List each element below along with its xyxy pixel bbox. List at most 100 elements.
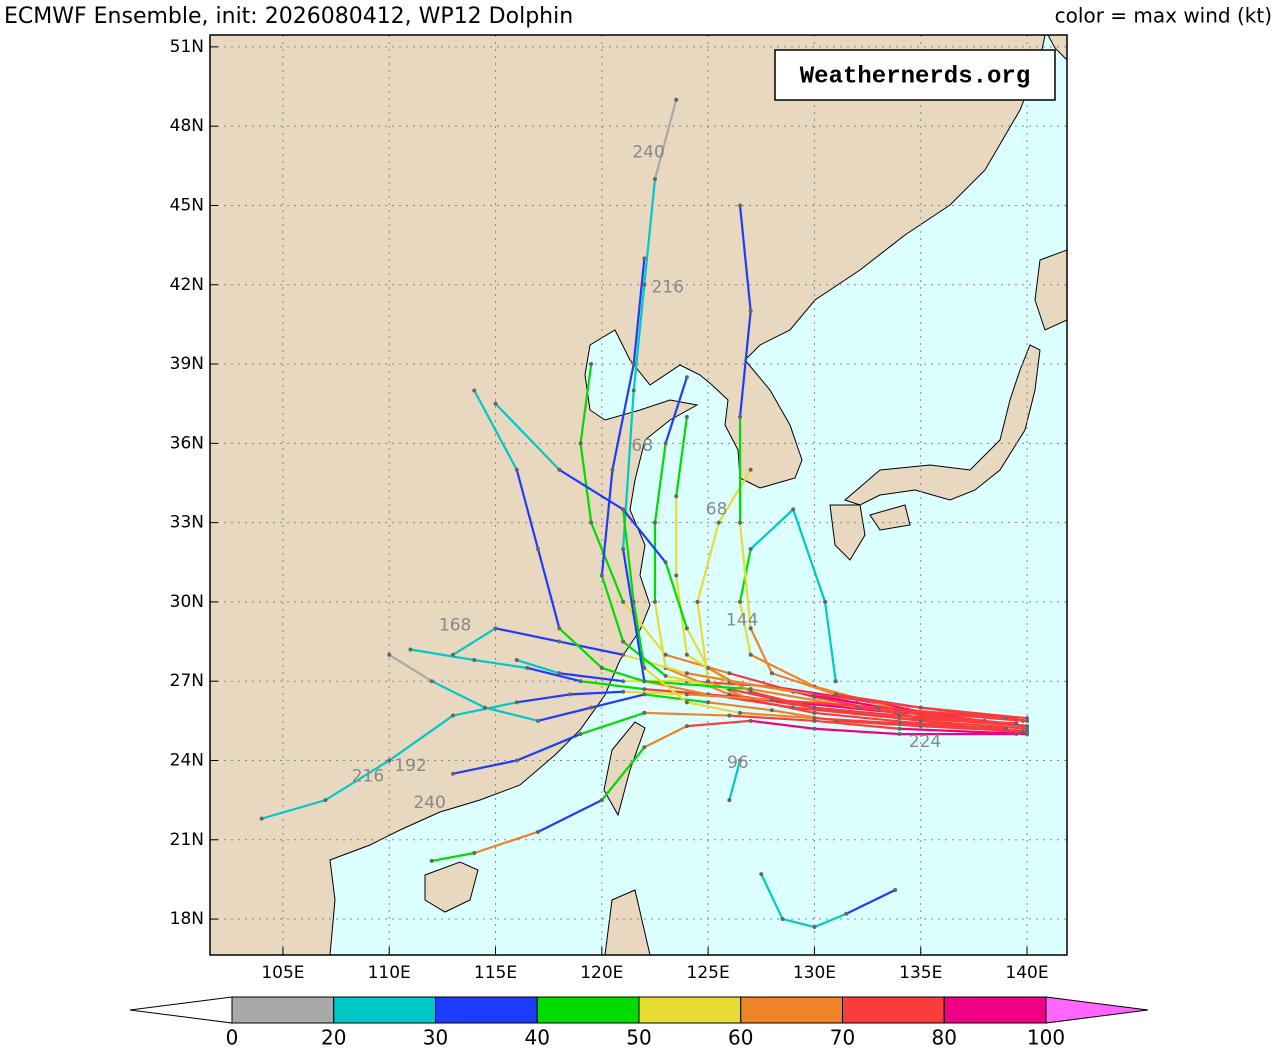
- track-segment: [632, 257, 646, 366]
- track-point: [791, 507, 796, 512]
- track-segment: [621, 640, 667, 678]
- track-point: [557, 626, 562, 631]
- y-tick-label: 30N: [170, 592, 204, 612]
- track-point: [684, 414, 689, 419]
- y-tick-label: 51N: [170, 37, 204, 57]
- track-point: [684, 724, 689, 729]
- track-point: [557, 671, 562, 676]
- track-segment: [813, 717, 901, 725]
- luzon: [604, 889, 651, 955]
- track-segment: [760, 873, 784, 921]
- track-point: [557, 639, 562, 644]
- track-segment: [855, 706, 986, 722]
- track-segment: [621, 508, 635, 604]
- track-segment: [717, 468, 752, 524]
- y-tick-label: 45N: [170, 195, 204, 215]
- track-point: [663, 441, 668, 446]
- track-point: [674, 97, 679, 102]
- track-point: [589, 705, 594, 710]
- track-point: [472, 658, 477, 663]
- track-segment: [749, 719, 816, 730]
- track-segment: [653, 600, 667, 670]
- track-segment: [515, 732, 582, 762]
- track-segment: [473, 830, 540, 855]
- track-segment: [515, 658, 561, 675]
- track-segment: [792, 508, 827, 604]
- track-segment: [473, 389, 518, 471]
- track-point: [812, 710, 817, 715]
- track-point: [812, 924, 817, 929]
- colorbar-label: 80: [932, 1026, 957, 1050]
- track-point: [876, 705, 881, 710]
- track-point: [791, 705, 796, 710]
- track-segment: [632, 600, 646, 670]
- colorbar-box: [231, 996, 335, 1024]
- track-segment: [526, 666, 582, 683]
- shikoku: [869, 504, 911, 531]
- track-point: [844, 911, 849, 916]
- track-segment: [813, 711, 922, 725]
- track-point: [1003, 726, 1008, 731]
- forecast-hour: 216: [652, 277, 684, 297]
- track-point: [823, 599, 828, 604]
- track-segment: [898, 722, 1007, 730]
- x-tick-label: 125E: [687, 963, 730, 983]
- track-segment: [749, 690, 816, 709]
- track-point: [759, 872, 764, 877]
- hainan: [424, 861, 479, 913]
- track-point: [652, 177, 657, 182]
- forecast-hour: 240: [413, 793, 445, 813]
- track-point: [674, 573, 679, 578]
- track-segment: [579, 442, 593, 524]
- track-segment: [728, 714, 816, 722]
- track-segment: [536, 547, 561, 630]
- track-point: [812, 705, 817, 710]
- track-segment: [643, 666, 688, 704]
- y-tick-label: 42N: [170, 275, 204, 295]
- track-point: [684, 626, 689, 631]
- track-point: [663, 560, 668, 565]
- track-point: [918, 705, 923, 710]
- track-point: [833, 679, 838, 684]
- track-point: [589, 520, 594, 525]
- track-segment: [451, 627, 497, 656]
- track-segment: [558, 640, 625, 656]
- track-point: [663, 652, 668, 657]
- forecast-hour: 168: [439, 616, 471, 636]
- track-segment: [749, 653, 816, 688]
- track-point: [621, 507, 626, 512]
- track-segment: [834, 719, 922, 728]
- track-segment: [558, 627, 603, 670]
- track-segment: [494, 402, 561, 471]
- watermark-box: [774, 49, 1056, 101]
- track-segment: [813, 727, 901, 736]
- track-point: [706, 700, 711, 705]
- forecast-hour: 96: [727, 753, 749, 773]
- track-segment: [643, 693, 710, 704]
- track-point: [493, 401, 498, 406]
- track-point: [663, 673, 668, 678]
- track-segment: [494, 627, 561, 643]
- track-point: [893, 887, 898, 892]
- track-point: [514, 658, 519, 663]
- x-tick-label: 135E: [899, 963, 942, 983]
- x-tick-label: 110E: [368, 963, 411, 983]
- forecast-hour: 216: [352, 766, 384, 786]
- track-segment: [653, 442, 667, 524]
- track-point: [748, 626, 753, 631]
- track-segment: [260, 799, 327, 820]
- track-segment: [813, 719, 901, 730]
- track-point: [897, 713, 902, 718]
- track-point: [812, 716, 817, 721]
- colorbar-over: [1045, 996, 1149, 1024]
- track-segment: [738, 521, 752, 630]
- colorbar-label: 20: [321, 1026, 346, 1050]
- track-segment: [664, 666, 731, 696]
- track-point: [621, 639, 626, 644]
- track-segment: [664, 376, 688, 445]
- track-segment: [696, 521, 720, 604]
- track-segment: [738, 711, 816, 720]
- track-segment: [388, 714, 455, 762]
- forecast-hour: 224: [909, 732, 941, 752]
- track-point: [621, 599, 626, 604]
